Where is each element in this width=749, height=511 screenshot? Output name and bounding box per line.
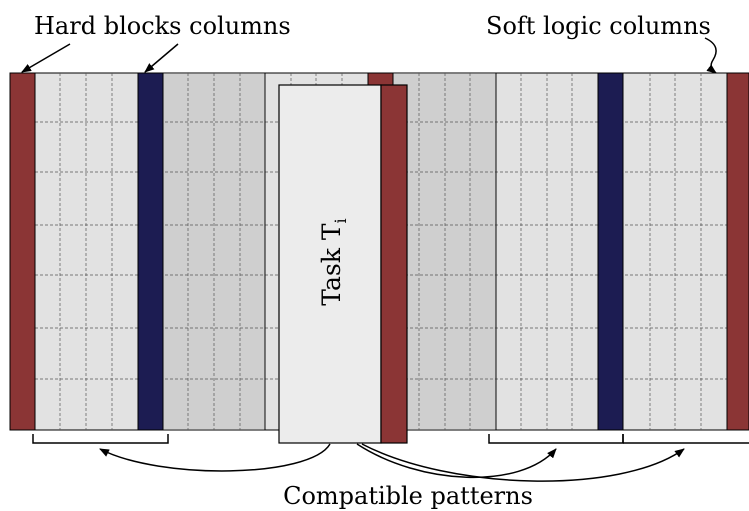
hard-block-column-red (726, 72, 749, 431)
arrow-hard-red (21, 43, 71, 73)
hard-block-column-blue (597, 72, 624, 431)
pattern-arrows (99, 443, 685, 482)
task-label: Task Ti (317, 218, 350, 305)
hard-blocks-label: Hard blocks columns (34, 12, 291, 40)
soft-column-region-dark (392, 72, 497, 431)
arrow-hard-blue (144, 43, 179, 73)
soft-logic-label: Soft logic columns (486, 12, 711, 40)
pattern-bracket-left (32, 434, 169, 444)
task-hard-block-column (380, 84, 408, 444)
task-subscript: i (331, 218, 350, 223)
arrow-to-middle-pattern (356, 443, 557, 478)
pattern-bracket-middle (488, 434, 624, 444)
arrow-to-right-pattern (361, 443, 685, 482)
column-separators (264, 73, 497, 430)
hard-block-column-blue (137, 72, 164, 431)
soft-column-region-dark (162, 72, 266, 431)
hard-block-column-red (9, 72, 36, 431)
top-arrows (21, 37, 717, 74)
compatible-patterns-label: Compatible patterns (283, 482, 533, 510)
pattern-brackets (32, 434, 749, 444)
arrow-to-left-pattern (99, 443, 331, 472)
arrow-soft-logic (704, 37, 717, 74)
task-block (278, 84, 382, 444)
